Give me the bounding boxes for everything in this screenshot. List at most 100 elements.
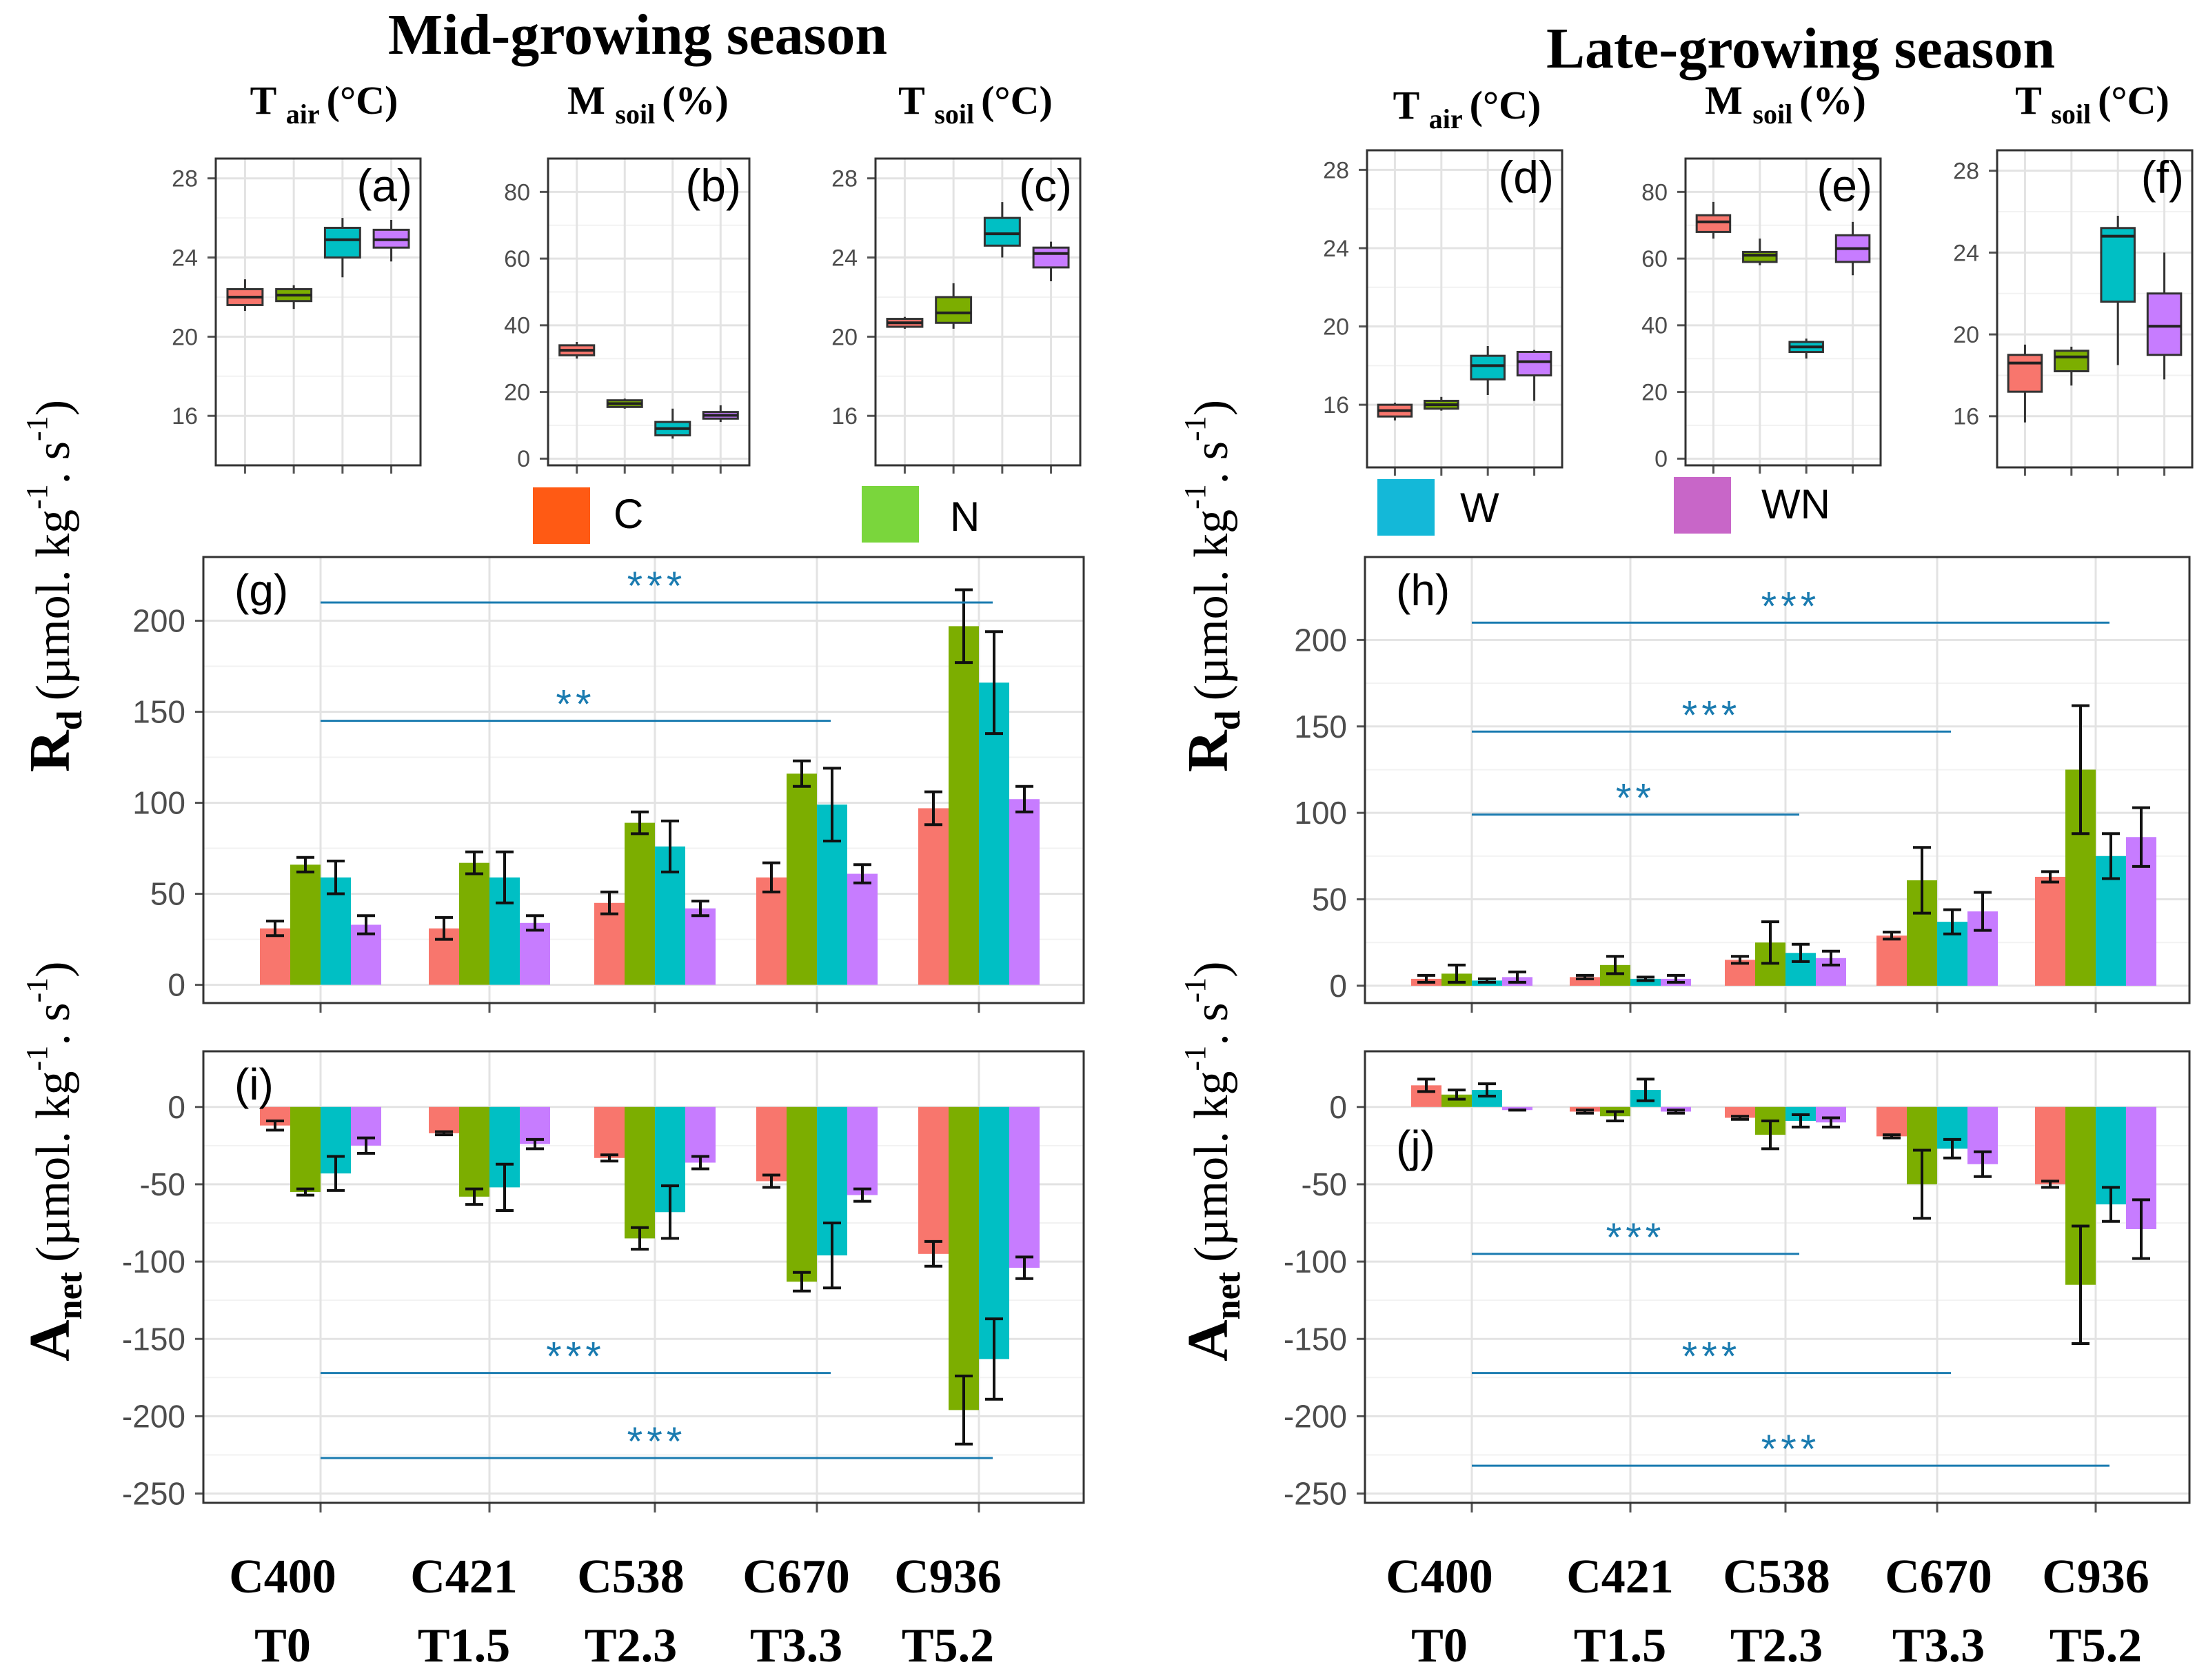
y-tick-label: 60 (504, 246, 530, 272)
bar-c (756, 877, 787, 985)
ylabel-rd-mid: Rd(µmol. kg-1. s-1) (18, 400, 90, 772)
ylabel-anet-late: Anet(µmol. kg-1. s-1) (1176, 962, 1248, 1362)
y-tick-label: 20 (1953, 322, 1979, 348)
y-tick-label: -150 (1284, 1321, 1347, 1357)
y-tick-label: 50 (1312, 882, 1347, 918)
bar-wn (1502, 1106, 1532, 1111)
panel-title-subscript: air (286, 99, 320, 130)
y-tick-label: 20 (831, 324, 858, 350)
x-category-label: C670 (1885, 1550, 1992, 1603)
x-category-label: T0 (1411, 1619, 1468, 1672)
bar-n (459, 862, 489, 985)
bar-n (625, 822, 655, 985)
significance-label: ** (1616, 776, 1655, 821)
y-tick-label: 16 (1953, 404, 1979, 430)
bar-n (290, 1106, 321, 1193)
y-tick-label: 28 (1953, 159, 1979, 185)
panel-d-tair-late: 16 20 24 28 (d) T air (°C) (1323, 83, 1564, 476)
bar-c (918, 1106, 949, 1254)
y-tick-label: 200 (132, 603, 185, 639)
y-tick-label: 200 (1294, 622, 1347, 658)
bar-c (429, 1106, 459, 1133)
panel-label: (h) (1396, 565, 1450, 615)
ylabel-unit: . s (27, 441, 80, 484)
bar-c (260, 928, 290, 985)
box-wn (1516, 350, 1552, 377)
box-n (1742, 250, 1778, 263)
y-tick-label: 0 (1329, 1089, 1347, 1125)
panel-label: (i) (234, 1060, 274, 1109)
plot-border (1366, 149, 1564, 469)
ylabel-symbol: R (18, 729, 82, 772)
panel-title-subscript: soil (1752, 99, 1792, 130)
plot-background (216, 159, 421, 465)
panel-title: T air (°C) (250, 78, 398, 130)
bar-c (594, 902, 625, 985)
y-tick-label: 24 (831, 245, 858, 271)
y-tick-label: -50 (1302, 1166, 1347, 1202)
legend-label-n: N (950, 494, 980, 540)
panel-a-tair-mid: 16 20 24 28 (a) T air (°C) (172, 78, 422, 474)
plot-border (202, 1050, 1085, 1504)
x-category-label: T3.3 (750, 1619, 842, 1672)
ylabel-sup: -1 (20, 416, 54, 441)
x-category-label: T2.3 (585, 1619, 677, 1672)
y-tick-label: -250 (1284, 1476, 1347, 1512)
bar-wn (847, 1106, 878, 1195)
panel-label: (j) (1396, 1122, 1435, 1171)
legend-swatch-w (1377, 479, 1435, 536)
y-tick-label: 40 (504, 313, 530, 339)
ylabel-sup: -1 (1178, 484, 1212, 509)
ylabel-unit: . s (1185, 1003, 1238, 1046)
bar-w (1630, 978, 1661, 986)
y-tick-label: -200 (1284, 1398, 1347, 1434)
legend: C N W WN (533, 477, 1830, 544)
y-tick-label: 150 (132, 694, 185, 730)
significance-label: ** (556, 682, 595, 727)
x-category-labels-late: C400 T0 C421 T1.5 C538 T2.3 C670 T3.3 C9… (1386, 1550, 2149, 1672)
y-tick-label: 24 (1323, 236, 1349, 262)
x-category-label: T1.5 (418, 1619, 510, 1672)
legend-swatch-n (862, 486, 919, 543)
plot-border (1996, 149, 2194, 469)
bar-wn (520, 1106, 550, 1144)
panel-title-symbol: T (250, 78, 286, 123)
plot-border (1364, 556, 2191, 1004)
x-category-label: C538 (577, 1550, 685, 1603)
y-tick-label: 100 (1294, 795, 1347, 831)
ylabel-subscript: net (1208, 1271, 1248, 1319)
plot-border (214, 157, 422, 467)
x-category-label: C670 (742, 1550, 850, 1603)
bar-n (787, 773, 817, 985)
y-tick-label: -250 (122, 1476, 185, 1512)
y-tick-label: 80 (504, 179, 530, 205)
x-category-label: T5.2 (2050, 1619, 2142, 1672)
plot-border (874, 157, 1082, 467)
y-tick-label: 40 (1641, 313, 1668, 339)
ylabel-unit: (µmol. kg (1185, 509, 1238, 701)
plot-border (1364, 1050, 2191, 1504)
x-category-label: T2.3 (1730, 1619, 1823, 1672)
y-tick-label: 20 (504, 379, 530, 405)
ylabel-rd-late: Rd(µmol. kg-1. s-1) (1176, 400, 1248, 772)
panel-title-subscript: soil (615, 99, 655, 130)
panel-f-tsoil-late: 16 20 24 28 (f) T soil (°C) (1953, 78, 2194, 476)
ylabel-symbol: A (18, 1319, 82, 1362)
panel-title-subscript: soil (934, 99, 974, 130)
bar-n (949, 1106, 979, 1410)
ylabel-sup: -1 (1178, 416, 1212, 441)
ylabel-subscript: net (50, 1271, 90, 1319)
y-tick-label: 20 (1323, 314, 1349, 340)
ylabel-unit: ) (1185, 400, 1238, 416)
ylabel-unit: ) (27, 962, 80, 978)
plot-background (876, 159, 1080, 465)
ylabel-unit: ) (27, 400, 80, 416)
ylabel-sup: -1 (20, 978, 54, 1003)
panel-label: (g) (234, 565, 288, 615)
box-w (983, 216, 1021, 247)
plot-border (202, 556, 1085, 1004)
y-tick-label: 60 (1641, 246, 1668, 272)
bar-n (1441, 1094, 1472, 1107)
ylabel-unit: (µmol. kg (27, 1071, 80, 1262)
